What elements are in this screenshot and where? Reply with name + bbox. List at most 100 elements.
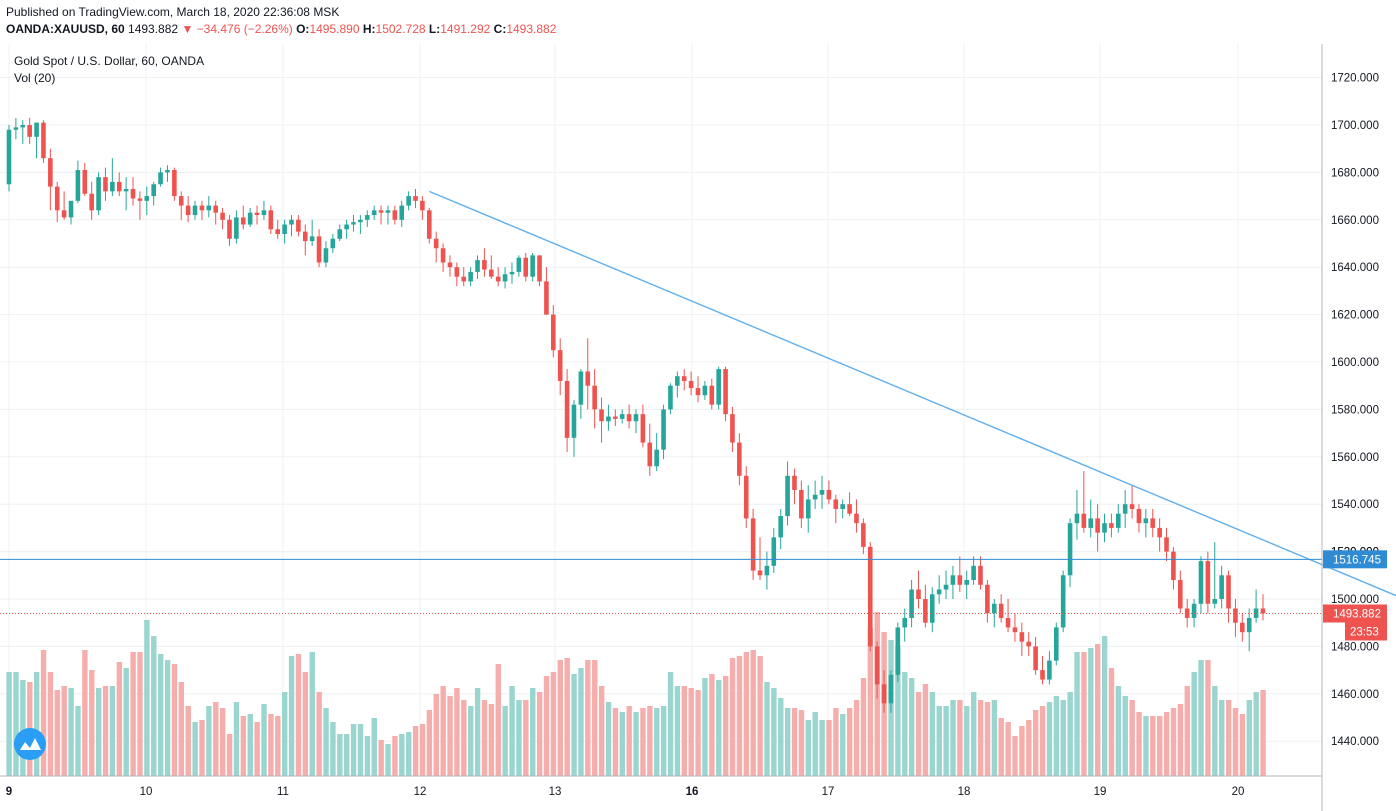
candle-body — [564, 380, 570, 438]
price-axis[interactable]: 1720.000 1700.000 1680.000 1660.000 1640.000… — [1331, 73, 1379, 749]
candle-body — [103, 177, 108, 192]
candle — [330, 234, 336, 253]
open-value: 1495.890 — [309, 22, 360, 36]
candle — [1198, 556, 1204, 614]
volume-bar — [771, 688, 777, 776]
volume-bar — [40, 650, 47, 776]
candle — [675, 371, 680, 398]
candle-body — [13, 127, 19, 130]
candle-body — [1109, 523, 1114, 528]
horizontal-level-badge-label: 1516.745 — [1333, 554, 1381, 566]
candle — [523, 252, 529, 282]
candle-body — [426, 210, 432, 239]
candle — [392, 205, 398, 225]
candle — [323, 241, 329, 268]
candle — [909, 580, 914, 628]
candle — [54, 181, 60, 223]
candle-body — [730, 414, 735, 443]
candle-body — [909, 589, 914, 618]
candle-body — [819, 489, 825, 495]
candle-body — [482, 260, 487, 270]
volume-bar — [399, 734, 405, 776]
candle — [130, 177, 136, 206]
volume-bar — [426, 710, 433, 776]
candle — [1067, 518, 1073, 588]
y-tick-label: 1660.000 — [1331, 215, 1379, 227]
volume-bar — [47, 672, 54, 776]
candlestick-series — [6, 117, 1266, 713]
candle-body — [585, 371, 591, 386]
volume-bar — [826, 720, 832, 776]
candle — [936, 575, 942, 604]
candle-body — [902, 617, 907, 628]
candle — [309, 219, 315, 246]
candle — [771, 527, 777, 573]
candle — [165, 165, 170, 182]
volume-bar — [695, 690, 701, 776]
candle — [1219, 565, 1224, 609]
volume-bar — [764, 682, 770, 776]
candle — [254, 205, 260, 225]
tradingview-logo-icon[interactable] — [14, 728, 46, 760]
candle-body — [1053, 627, 1059, 661]
candle — [1157, 518, 1162, 552]
candle — [289, 215, 294, 237]
candle — [1205, 551, 1211, 614]
candle-body — [392, 210, 398, 220]
candle-body — [1240, 622, 1245, 633]
candle-body — [192, 205, 198, 216]
candle — [585, 338, 591, 410]
volume-bar — [957, 700, 963, 776]
candle-body — [998, 603, 1004, 618]
volume-bar — [1219, 700, 1225, 776]
candle — [371, 205, 377, 220]
candle-body — [234, 217, 239, 239]
last-price: 1493.882 — [128, 22, 179, 36]
candle-body — [695, 388, 701, 396]
volume-bar — [275, 716, 281, 776]
candle — [1019, 622, 1025, 656]
candle-body — [874, 646, 880, 685]
candle — [764, 551, 770, 590]
current-price-badge-label: 1493.882 — [1333, 608, 1381, 620]
candle-body — [433, 238, 439, 249]
candle-body — [702, 385, 708, 396]
candle — [110, 158, 115, 197]
volume-bar — [798, 710, 805, 776]
x-tick-label: 11 — [277, 786, 289, 798]
candle-body — [185, 205, 191, 216]
candle — [447, 255, 453, 277]
candle-body — [240, 217, 246, 225]
candle — [1033, 636, 1038, 675]
volume-bar — [543, 676, 550, 776]
candle-body — [137, 198, 143, 201]
y-tick-label: 1580.000 — [1331, 404, 1379, 416]
candle — [964, 570, 970, 599]
volume-bar — [95, 688, 102, 776]
candle-body — [723, 369, 728, 415]
candle — [468, 267, 473, 287]
candle — [592, 369, 597, 429]
volume-bar — [660, 706, 667, 776]
volume-bar — [729, 658, 736, 776]
volume-bar — [344, 734, 350, 776]
volume-bar — [137, 652, 143, 776]
volume-bar — [681, 686, 688, 776]
volume-bar — [867, 628, 874, 776]
time-axis[interactable]: 9 10 11 12 13 16 17 18 19 20 — [6, 786, 1245, 798]
candle — [647, 423, 653, 476]
volume-bar — [743, 652, 750, 776]
volume-bar — [1026, 720, 1032, 776]
volume-bar — [151, 636, 157, 776]
y-tick-label: 1680.000 — [1331, 167, 1379, 179]
y-tick-label: 1440.000 — [1331, 736, 1379, 748]
y-tick-label: 1600.000 — [1331, 357, 1379, 369]
candle — [20, 120, 26, 144]
candle — [482, 248, 487, 277]
candle-body — [929, 594, 935, 623]
candle-body — [1253, 608, 1259, 618]
candle-body — [206, 205, 212, 211]
close-label: C: — [493, 22, 507, 36]
volume-bar — [268, 714, 274, 776]
